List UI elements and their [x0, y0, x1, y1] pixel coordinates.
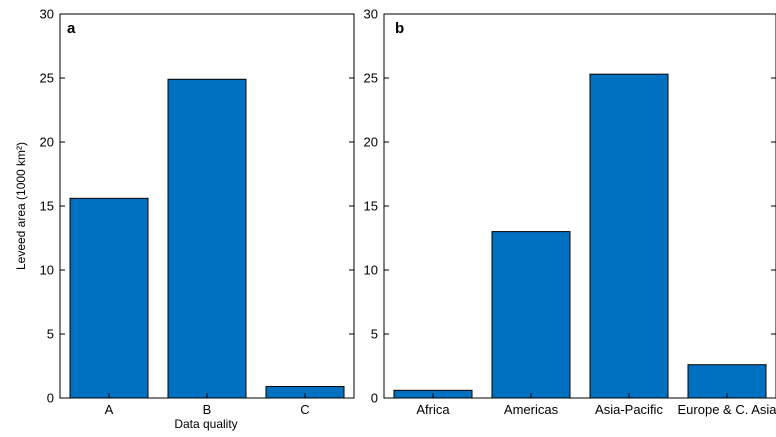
y-tick-label-b: 5 [371, 327, 378, 342]
bar-b-3 [590, 74, 668, 398]
y-tick-label-b: 10 [364, 263, 378, 278]
y-tick-label-b: 30 [364, 7, 378, 22]
y-tick-label-a: 25 [40, 71, 54, 86]
bar-a-1 [70, 198, 148, 398]
x-tick-label-a: A [105, 402, 114, 417]
y-tick-label-b: 0 [371, 391, 378, 406]
x-tick-label-a: C [300, 402, 309, 417]
y-tick-label-a: 15 [40, 199, 54, 214]
y-tick-label-a: 5 [47, 327, 54, 342]
panel-label-a: a [67, 20, 76, 37]
y-tick-label-a: 10 [40, 263, 54, 278]
y-axis-label: Leveed area (1000 km²) [14, 142, 28, 270]
x-tick-label-b: Americas [504, 402, 559, 417]
y-tick-label-a: 20 [40, 135, 54, 150]
x-tick-label-b: Europe & C. Asia [678, 402, 776, 417]
x-tick-label-b: Asia-Pacific [595, 402, 663, 417]
x-tick-label-b: Africa [416, 402, 450, 417]
y-tick-label-b: 25 [364, 71, 378, 86]
panel-label-b: b [395, 20, 404, 37]
y-tick-label-a: 0 [47, 391, 54, 406]
bar-a-2 [168, 79, 246, 398]
axes-frame-b [384, 14, 776, 398]
x-tick-label-a: B [203, 402, 212, 417]
y-tick-label-b: 15 [364, 199, 378, 214]
y-tick-label-a: 30 [40, 7, 54, 22]
panel-a: a Data quality Leveed area (1000 km²) 0 5… [14, 7, 354, 432]
x-axis-label-a: Data quality [174, 417, 237, 431]
y-tick-label-b: 20 [364, 135, 378, 150]
bar-b-2 [492, 232, 570, 398]
panel-b: b 0 5 10 15 20 25 30 Africa Americas Asia-Pacific… [364, 7, 776, 418]
